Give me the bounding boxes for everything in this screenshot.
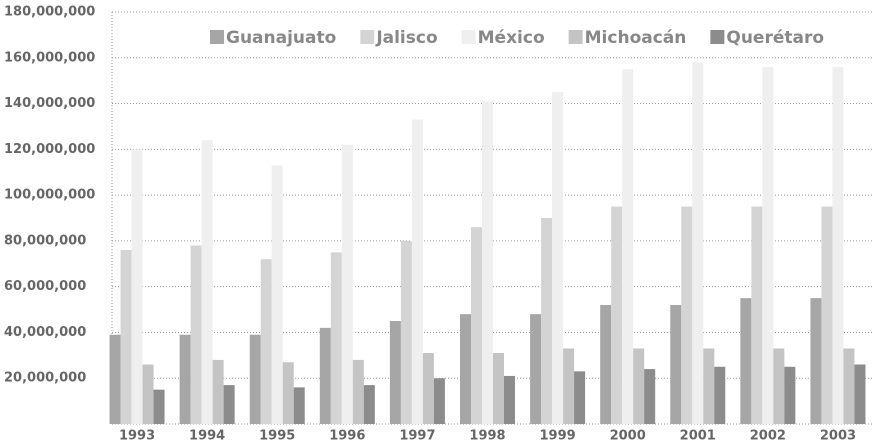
bar: [411, 119, 423, 425]
bar: [330, 252, 342, 424]
bar: [703, 348, 715, 424]
bar: [692, 62, 704, 424]
bar: [751, 206, 763, 424]
legend-swatch: [568, 30, 583, 44]
bar: [482, 101, 493, 425]
bar: [810, 298, 822, 424]
bar: [740, 298, 752, 424]
legend-label: Michoacán: [585, 28, 687, 48]
bar: [109, 334, 121, 424]
legend-swatch: [710, 30, 725, 44]
bar: [670, 304, 682, 424]
bar: [293, 387, 305, 424]
y-tick-label: 140,000,000: [4, 96, 95, 111]
bar: [271, 165, 283, 424]
x-tick-label: 1998: [469, 429, 505, 444]
x-tick-label: 1999: [539, 429, 575, 444]
bar: [821, 206, 833, 424]
bar: [142, 364, 154, 424]
bar: [319, 327, 331, 424]
bar: [762, 66, 774, 424]
bar: [552, 92, 564, 424]
bar: [854, 364, 866, 424]
bar: [249, 334, 261, 424]
bar: [389, 321, 401, 424]
x-tick-label: 1996: [329, 429, 365, 444]
y-tick-label: 160,000,000: [4, 50, 95, 65]
bar: [460, 314, 471, 424]
bar: [843, 348, 855, 424]
bar: [622, 69, 634, 424]
bar: [201, 140, 213, 424]
bar: [493, 353, 504, 424]
bar: [282, 362, 294, 424]
bar: [363, 385, 375, 424]
y-tick-label: 60,000,000: [4, 279, 86, 294]
bar: [563, 348, 575, 424]
bar: [611, 206, 623, 424]
bar: [352, 359, 364, 424]
bar: [574, 371, 586, 424]
bar: [433, 378, 445, 424]
legend-label: Querétaro: [726, 28, 824, 48]
bar: [190, 245, 202, 424]
bar: [153, 389, 165, 424]
legend-swatch: [210, 30, 224, 44]
x-tick-label: 1997: [399, 429, 435, 444]
y-tick-label: 80,000,000: [4, 233, 86, 248]
x-tick-label: 1995: [259, 429, 295, 444]
bar: [471, 227, 482, 424]
bar: [260, 259, 272, 424]
y-tick-label: 120,000,000: [4, 142, 95, 157]
bar: [120, 250, 132, 424]
legend-swatch: [461, 30, 476, 44]
bar: [681, 206, 693, 424]
y-tick-label: 40,000,000: [4, 325, 86, 340]
legend-label: Jalisco: [375, 28, 437, 48]
bar: [633, 348, 645, 424]
x-tick-label: 1993: [119, 429, 155, 444]
bar: [600, 304, 612, 424]
bar: [504, 375, 515, 424]
bar: [714, 366, 726, 424]
bar: [541, 218, 553, 424]
bar: [644, 369, 656, 424]
legend-swatch: [360, 30, 375, 44]
bar: [179, 334, 191, 424]
bar: [212, 359, 224, 424]
legend-label: México: [478, 28, 545, 48]
bar: [131, 149, 143, 425]
x-tick-label: 2000: [610, 429, 646, 444]
x-tick-label: 2001: [680, 429, 716, 444]
bar: [400, 240, 412, 424]
bar: [223, 385, 235, 424]
legend-label: Guanajuato: [226, 28, 336, 48]
bar: [773, 348, 785, 424]
x-tick-label: 1994: [189, 429, 225, 444]
bar: [832, 66, 844, 424]
x-tick-label: 2003: [820, 429, 856, 444]
x-tick-label: 2002: [750, 429, 786, 444]
y-tick-label: 100,000,000: [4, 188, 95, 203]
bar: [784, 366, 796, 424]
bar: [422, 353, 434, 424]
y-tick-label: 20,000,000: [4, 371, 86, 386]
y-tick-label: 180,000,000: [4, 5, 95, 20]
bar: [341, 144, 353, 424]
bar: [530, 314, 542, 424]
